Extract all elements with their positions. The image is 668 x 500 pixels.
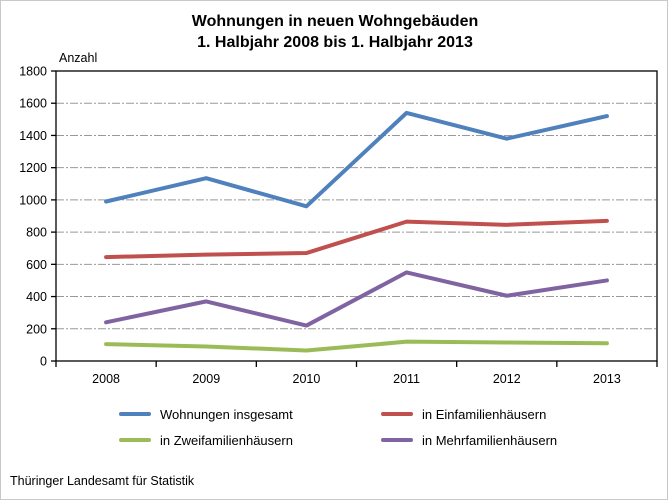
series-line-in-einfamilienh-usern <box>104 218 609 260</box>
chart-title-line2: 1. Halbjahr 2008 bis 1. Halbjahr 2013 <box>197 34 473 51</box>
y-tick-label: 200 <box>26 322 47 336</box>
chart-title-line1: Wohnungen in neuen Wohngebäuden <box>191 13 479 30</box>
source-attribution: Thüringer Landesamt für Statistik <box>10 474 195 488</box>
x-tick-label: 2008 <box>92 372 120 386</box>
line-chart: 0 200 400 600 800 1000 1200 1400 1600 1800 2008 200… <box>19 51 658 386</box>
x-tick-label: 2010 <box>293 372 321 386</box>
series-line-in-mehrfamilienh-usern <box>104 270 609 328</box>
x-tick-label: 2009 <box>192 372 220 386</box>
legend-label: in Zweifamilienhäusern <box>160 432 293 448</box>
series-line-in-zweifamilienh-usern <box>104 339 609 353</box>
legend-item-insgesamt: Wohnungen insgesamt <box>119 407 381 422</box>
y-tick-label: 1200 <box>19 161 47 175</box>
series-line-wohnungen-insgesamt <box>104 110 609 209</box>
y-tick-label: 800 <box>26 226 47 240</box>
y-tick-label: 600 <box>26 258 47 272</box>
legend-label: in Mehrfamilienhäusern <box>422 432 558 448</box>
y-tick-label: 400 <box>26 290 47 304</box>
y-tick-label: 1800 <box>19 65 47 79</box>
legend-swatch-red <box>381 412 413 416</box>
legend-swatch-blue <box>119 412 151 416</box>
plot-border <box>55 70 658 362</box>
legend-item-einfamilienhaeuser: in Einfamilienhäusern <box>381 406 667 422</box>
legend-item-zweifamilienhaeuser: in Zweifamilienhäusern <box>119 433 381 448</box>
legend-swatch-green <box>119 438 151 442</box>
y-tick-label: 1000 <box>19 193 47 207</box>
chart-legend: Wohnungen insgesamt in Einfamilienhäuser… <box>119 401 667 453</box>
legend-swatch-purple <box>381 438 413 442</box>
x-tick-label: 2013 <box>593 372 621 386</box>
y-axis-label: Anzahl <box>59 51 97 65</box>
chart-title: Wohnungen in neuen Wohngebäuden 1. Halbj… <box>1 11 667 53</box>
legend-label: Wohnungen insgesamt <box>160 406 293 422</box>
legend-label: in Einfamilienhäusern <box>422 406 547 422</box>
legend-item-mehrfamilienhaeuser: in Mehrfamilienhäusern <box>381 432 667 448</box>
y-tick-label: 0 <box>40 355 47 369</box>
x-tick-label: 2012 <box>493 372 521 386</box>
x-tick-label: 2011 <box>393 372 420 386</box>
y-tick-label: 1600 <box>19 97 47 111</box>
y-tick-label: 1400 <box>19 129 47 143</box>
